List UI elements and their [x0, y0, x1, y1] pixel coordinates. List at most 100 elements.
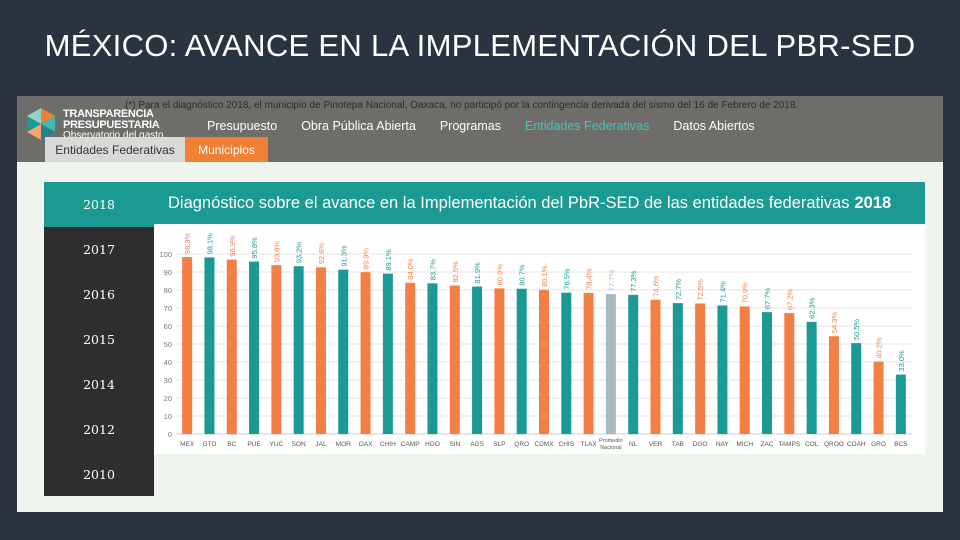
year-2010[interactable]: 2010	[83, 467, 115, 482]
bar-bcs	[895, 374, 906, 434]
data-label: 91.3%	[339, 245, 348, 267]
y-tick-label: 60	[164, 322, 172, 331]
data-label: 50.5%	[852, 319, 861, 341]
top-navigation-bar: TRANSPARENCIA PRESUPUESTARIA Observatori…	[17, 96, 943, 162]
logo-line-2: PRESUPUESTARIA	[63, 119, 160, 131]
x-tick-label: TLAX	[580, 441, 597, 448]
x-tick-label: QROO	[824, 441, 844, 448]
data-label: 80.1%	[540, 265, 549, 287]
x-tick-label: CHIH	[380, 441, 396, 448]
x-tick-label: OAX	[359, 441, 373, 448]
y-tick-label: 20	[164, 394, 172, 403]
x-tick-label: AGS	[470, 441, 484, 448]
x-tick-label: TAMPS	[778, 441, 801, 448]
data-label: 40.2%	[875, 337, 884, 359]
bar-slp	[494, 288, 505, 434]
y-tick-label: 100	[159, 250, 172, 259]
bar-tlax	[583, 292, 594, 434]
bar-chart: 0 10 20 30 40 50 60 70 80 90 100 98.3% MEX 98.1% GTO 96…	[159, 232, 912, 451]
bar-camp	[405, 282, 416, 434]
nav-programas[interactable]: Programas	[439, 119, 501, 133]
data-label: 77.3%	[629, 270, 638, 292]
chart-heading: Diagnóstico sobre el avance en la Implem…	[154, 182, 925, 224]
data-label: 98.3%	[183, 232, 192, 254]
x-tick-label: JAL	[315, 441, 327, 448]
tab-municipios[interactable]: Municipios	[185, 137, 268, 162]
x-tick-label: BCS	[894, 441, 908, 448]
year-2016[interactable]: 2016	[83, 287, 115, 302]
bar-mor	[338, 269, 349, 434]
bar-chis	[561, 292, 572, 434]
bar-gto	[204, 257, 215, 434]
x-tick-label: CDMX	[534, 441, 554, 448]
data-label: 89.1%	[384, 249, 393, 271]
bar-col	[806, 321, 817, 434]
bar-oax	[360, 272, 371, 434]
x-tick-label: GTO	[202, 441, 216, 448]
x-tick-label: MEX	[180, 441, 195, 448]
year-sidebar: 2018 2017 2016 2015 2014 2012 2010	[44, 182, 154, 496]
bar-jal	[315, 267, 326, 434]
data-label: 80.9%	[495, 264, 504, 286]
data-label: 62.3%	[808, 297, 817, 319]
x-tick-label: SIN	[449, 441, 460, 448]
data-label: 70.9%	[741, 282, 750, 304]
x-tick-label: TAB	[672, 441, 684, 448]
nav-datos-abiertos[interactable]: Datos Abiertos	[673, 119, 755, 133]
x-tick-label: NAY	[716, 441, 730, 448]
data-label: 71.4%	[718, 281, 727, 303]
y-tick-label: 70	[164, 304, 172, 313]
data-label: 93.8%	[272, 241, 281, 263]
year-2012[interactable]: 2012	[83, 422, 115, 437]
x-tick-label: Promedio	[599, 438, 623, 444]
bar-tab	[672, 303, 683, 434]
x-tick-label: HGO	[425, 441, 440, 448]
x-tick-label: GRO	[871, 441, 886, 448]
bar-cdmx	[539, 289, 549, 434]
data-label: 93.2%	[295, 242, 304, 264]
bar-hgo	[427, 283, 438, 434]
footnote: (*) Para el diagnóstico 2018, el municip…	[125, 100, 799, 111]
x-tick-label: PUE	[247, 441, 261, 448]
bar-dgo	[695, 303, 706, 434]
x-tick-label: SON	[292, 441, 306, 448]
y-tick-label: 90	[164, 268, 172, 277]
x-tick-label: BC	[227, 441, 236, 448]
x-tick-label: Nacional	[600, 445, 621, 451]
x-tick-label: SLP	[493, 441, 505, 448]
data-label: 82.5%	[451, 261, 460, 283]
data-label: 84.0%	[406, 258, 415, 280]
bar-mich	[739, 306, 750, 434]
chart-area: 0 10 20 30 40 50 60 70 80 90 100 98.3% MEX 98.1% GTO 96…	[154, 224, 925, 454]
year-2015[interactable]: 2015	[83, 332, 115, 347]
y-tick-label: 30	[164, 376, 172, 385]
y-tick-label: 10	[164, 412, 172, 421]
screenshot-frame: TRANSPARENCIA PRESUPUESTARIA Observatori…	[17, 96, 943, 512]
bar-coah	[851, 343, 862, 434]
year-2017[interactable]: 2017	[83, 242, 115, 257]
bar-sin	[449, 285, 460, 434]
tab-entidades-federativas[interactable]: Entidades Federativas	[45, 137, 185, 162]
data-label: 54.3%	[830, 312, 839, 334]
x-tick-label: NL	[629, 441, 638, 448]
data-label: 89.9%	[362, 248, 371, 270]
bar-bc	[226, 259, 237, 434]
year-2018[interactable]: 2018	[44, 182, 154, 227]
data-label: 33.0%	[897, 350, 906, 372]
nav-obra-publica-abierta[interactable]: Obra Pública Abierta	[301, 119, 416, 133]
x-tick-label: COL	[805, 441, 819, 448]
data-label: 98.1%	[205, 233, 214, 255]
x-tick-label: QRO	[514, 441, 529, 448]
x-tick-label: COAH	[847, 441, 866, 448]
y-tick-label: 0	[168, 430, 172, 439]
x-tick-label: CHIS	[559, 441, 575, 448]
year-2014[interactable]: 2014	[83, 377, 115, 392]
nav-presupuesto[interactable]: Presupuesto	[207, 119, 278, 133]
nav-entidades-federativas[interactable]: Entidades Federativas	[524, 119, 650, 133]
bar-promedio-nacional	[605, 294, 616, 434]
data-label: 72.7%	[674, 279, 683, 301]
data-label: 77.7%	[607, 270, 616, 292]
bar-chih	[382, 273, 393, 434]
bar-nay	[717, 305, 728, 434]
data-label: 74.6%	[652, 275, 661, 297]
